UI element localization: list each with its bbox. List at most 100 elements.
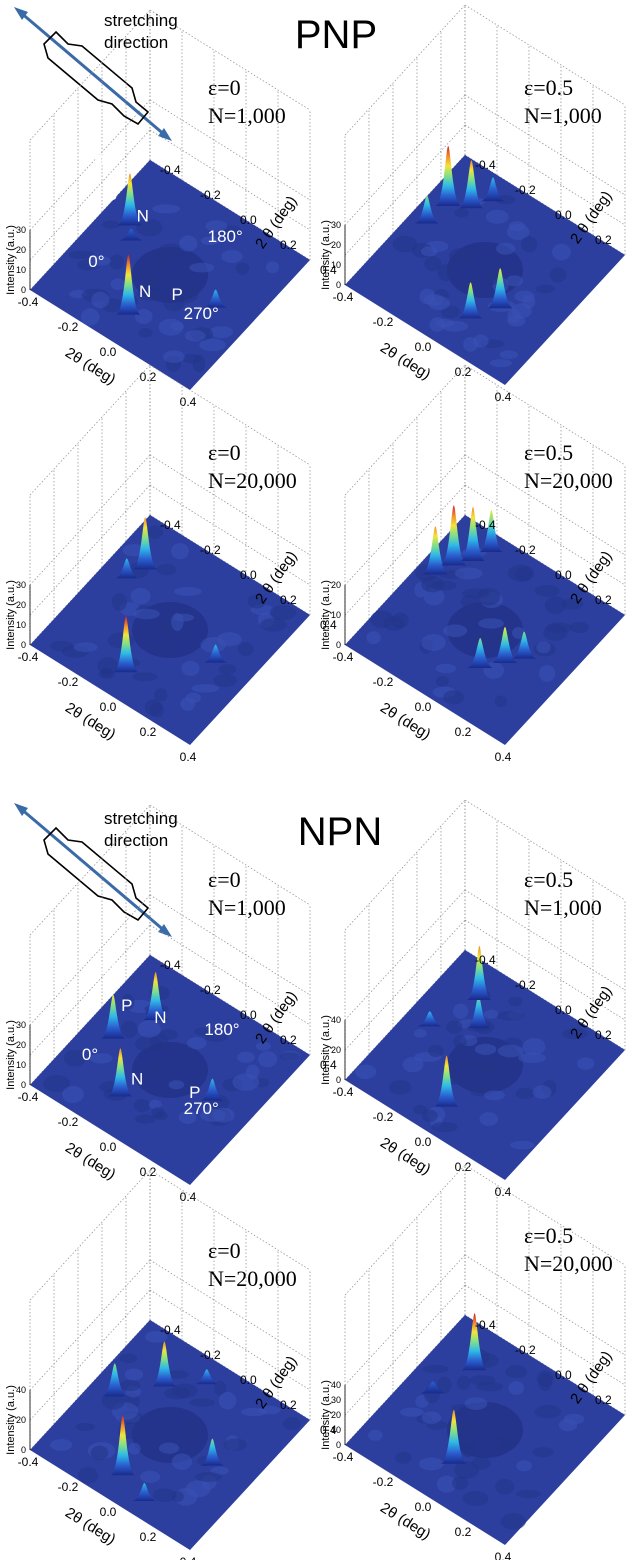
x-tick-label: 0.2 [455, 1160, 472, 1174]
y-tick-label: 0.0 [240, 213, 257, 227]
y-tick-label: -0.4 [160, 518, 181, 532]
z-tick-label: 30 [16, 580, 26, 590]
x-tick-label: 0.0 [100, 1140, 117, 1154]
x-tick-label: -0.2 [58, 675, 79, 689]
stretch-label-line1: stretching [104, 809, 178, 828]
section-title-npn: NPN [298, 810, 382, 854]
y-tick-label: -0.2 [200, 1348, 221, 1362]
z-tick-label: 40 [331, 1015, 341, 1025]
y-tick-label: 0.2 [280, 1033, 297, 1047]
y-tick-label: 0.0 [555, 1368, 572, 1382]
x-tick-label: -0.4 [18, 295, 39, 309]
z-axis-label: Intensity (a.u.) [5, 1385, 17, 1455]
x-tick-label: 0.0 [100, 345, 117, 359]
x-tick-label: 0.2 [455, 725, 472, 739]
x-tick-label: -0.2 [58, 320, 79, 334]
y-tick-label: -0.4 [475, 953, 496, 967]
z-tick-label: 10 [16, 620, 26, 630]
x-tick-label: -0.4 [18, 1455, 39, 1469]
x-tick-label: -0.2 [373, 1475, 394, 1489]
y-tick-label: 0.0 [555, 208, 572, 222]
y-tick-label: -0.4 [160, 1323, 181, 1337]
z-tick-label: 30 [331, 220, 341, 230]
z-axis-label: Intensity (a.u.) [5, 225, 17, 295]
z-axis-label: Intensity (a.u.) [320, 220, 332, 290]
z-tick-label: 20 [16, 1415, 26, 1425]
z-axis: 0 10 20 30Intensity (a.u.) [5, 1020, 30, 1090]
annotation-p: P [189, 1083, 200, 1102]
panel-3: ε=0N=20,0000102030Intensity (a.u.)-0.4-0… [5, 365, 337, 764]
y-tick-label: -0.2 [515, 543, 536, 557]
annotation-180deg: 180° [208, 227, 243, 246]
y-tick-label: -0.4 [475, 518, 496, 532]
panel-1: ε=0N=1,0000102030Intensity (a.u.)-0.4-0.… [5, 10, 337, 409]
y-tick-label: 0.2 [595, 1393, 612, 1407]
z-axis: 01020Intensity (a.u.) [320, 580, 345, 650]
y-tick-label: 0.2 [280, 593, 297, 607]
panel-cycles-label: N=20,000 [524, 468, 613, 493]
z-tick-label: 40 [16, 1385, 26, 1395]
annotation-n: N [131, 1070, 143, 1089]
annotation-270deg: 270° [184, 304, 219, 323]
x-tick-label: 0.2 [140, 725, 157, 739]
x-tick-label: 0.0 [415, 1500, 432, 1514]
z-tick-label: 20 [331, 580, 341, 590]
annotation-90deg: 90° [95, 151, 121, 170]
y-tick-label: 0.2 [595, 1028, 612, 1042]
panel-cycles-label: N=20,000 [208, 468, 297, 493]
panel-strain-label: ε=0 [208, 867, 241, 892]
z-tick-label: 10 [331, 260, 341, 270]
x-tick-label: -0.4 [18, 650, 39, 664]
z-tick-label: 0 [21, 1445, 26, 1455]
y-tick-label: 0.0 [555, 568, 572, 582]
panel-strain-label: ε=0.5 [524, 1223, 573, 1248]
y-tick-label: -0.2 [200, 983, 221, 997]
z-tick-label: 20 [16, 1040, 26, 1050]
panel-cycles-label: N=1,000 [208, 895, 286, 920]
z-tick-label: 0 [336, 640, 341, 650]
z-tick-label: 20 [16, 600, 26, 610]
y-tick-label: -0.2 [515, 183, 536, 197]
z-tick-label: 0 [336, 1440, 341, 1450]
panel-cycles-label: N=20,000 [208, 1266, 297, 1291]
z-tick-label: 0 [21, 640, 26, 650]
x-tick-label: 0.2 [140, 1530, 157, 1544]
x-tick-label: 0.4 [180, 750, 197, 764]
z-tick-label: 20 [331, 1045, 341, 1055]
x-tick-label: 0.4 [495, 1550, 512, 1560]
z-tick-label: 10 [331, 1425, 341, 1435]
z-axis-label: Intensity (a.u.) [320, 1380, 332, 1450]
panel-strain-label: ε=0 [208, 1238, 241, 1263]
x-tick-label: -0.4 [333, 1450, 354, 1464]
z-axis: 0 10 20 30Intensity (a.u.) [5, 225, 30, 295]
x-tick-label: -0.2 [373, 315, 394, 329]
y-tick-label: -0.4 [160, 163, 181, 177]
panel-strain-label: ε=0.5 [524, 440, 573, 465]
z-tick-label: 10 [331, 610, 341, 620]
y-tick-label: 0.2 [595, 233, 612, 247]
z-axis: 0 10 20 30Intensity (a.u.) [5, 580, 30, 650]
x-tick-label: 0.2 [455, 365, 472, 379]
x-tick-label: -0.2 [373, 1110, 394, 1124]
z-axis-label: Intensity (a.u.) [320, 1015, 332, 1085]
x-tick-label: 0.4 [495, 750, 512, 764]
z-tick-label: 20 [331, 240, 341, 250]
panel-strain-label: ε=0 [208, 75, 241, 100]
x-tick-label: -0.4 [18, 1090, 39, 1104]
x-tick-label: 0.2 [455, 1525, 472, 1539]
x-tick-label: -0.2 [58, 1480, 79, 1494]
z-tick-label: 40 [331, 1380, 341, 1390]
y-tick-label: -0.4 [475, 1318, 496, 1332]
annotation-n: N [154, 1008, 166, 1027]
z-tick-label: 10 [16, 265, 26, 275]
panel-cycles-label: N=1,000 [524, 895, 602, 920]
panel-cycles-label: N=1,000 [524, 103, 602, 128]
x-tick-label: -0.2 [58, 1115, 79, 1129]
x-tick-label: 0.0 [415, 340, 432, 354]
annotation-n: N [139, 282, 151, 301]
x-tick-label: -0.4 [333, 290, 354, 304]
y-tick-label: -0.2 [200, 543, 221, 557]
